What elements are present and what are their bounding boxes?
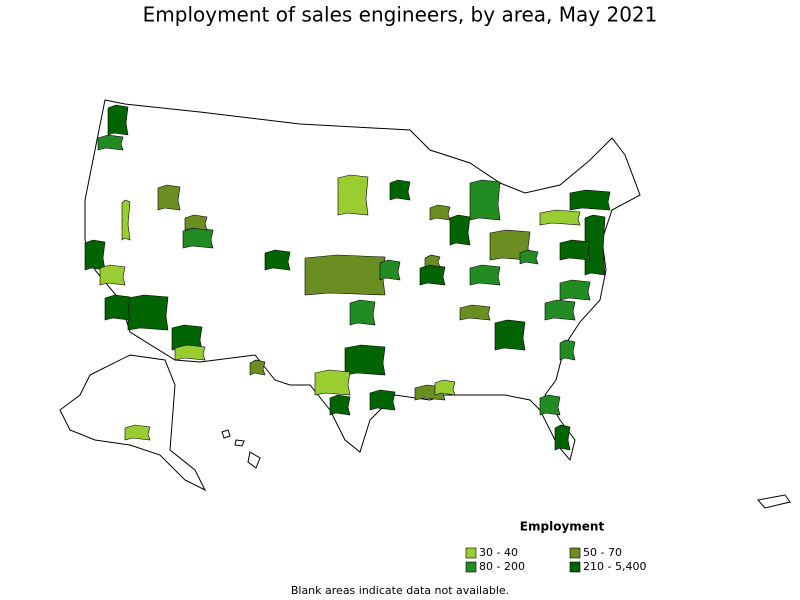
- area: [519, 249, 539, 265]
- area: [389, 179, 411, 201]
- area: [494, 319, 526, 351]
- area: [544, 299, 576, 321]
- area: [569, 189, 611, 211]
- area: [424, 254, 441, 268]
- area: [469, 179, 501, 221]
- area: [174, 344, 206, 361]
- area: [539, 394, 561, 416]
- area: [264, 249, 291, 271]
- area: [107, 104, 129, 136]
- legend-label: 30 - 40: [479, 546, 518, 559]
- area: [369, 389, 396, 411]
- legend-swatch: [465, 547, 477, 559]
- area: [182, 227, 214, 249]
- area: [314, 369, 351, 396]
- area: [99, 264, 126, 286]
- legend-swatch: [569, 561, 581, 573]
- area: [249, 359, 266, 376]
- puerto-rico: [757, 494, 791, 509]
- area: [559, 239, 591, 261]
- legend-swatch: [465, 561, 477, 573]
- area: [104, 294, 131, 321]
- legend-label: 80 - 200: [479, 560, 525, 573]
- area: [429, 204, 451, 221]
- area: [337, 174, 369, 216]
- area: [449, 214, 471, 246]
- area: [434, 379, 456, 396]
- hawaii: [221, 429, 261, 469]
- area: [459, 304, 491, 321]
- area: [127, 294, 169, 331]
- area: [344, 344, 386, 376]
- legend-label: 50 - 70: [583, 546, 622, 559]
- area: [469, 264, 501, 286]
- legend: Employment 30 - 40 50 - 70 80 - 200 210 - 5…: [465, 520, 646, 573]
- area: [559, 339, 576, 361]
- area: [184, 214, 208, 231]
- title: Employment of sales engineers, by area, …: [143, 3, 658, 27]
- map: [59, 99, 791, 509]
- area: [171, 324, 203, 351]
- area: [559, 279, 591, 301]
- area: [419, 264, 446, 286]
- area: [97, 134, 124, 151]
- area: [157, 184, 181, 211]
- area: [349, 299, 376, 326]
- legend-swatch: [569, 547, 581, 559]
- area: [554, 424, 571, 451]
- colored-areas: [84, 104, 611, 451]
- legend-label: 210 - 5,400: [583, 560, 646, 573]
- area: [539, 209, 581, 226]
- legend-title: Employment: [520, 520, 605, 534]
- area: [84, 239, 106, 271]
- area: [121, 199, 131, 241]
- area: [379, 259, 401, 281]
- footnote: Blank areas indicate data not available.: [291, 584, 509, 597]
- area: [329, 394, 351, 416]
- area: [124, 424, 151, 441]
- alaska: [59, 354, 207, 492]
- area: [304, 254, 386, 296]
